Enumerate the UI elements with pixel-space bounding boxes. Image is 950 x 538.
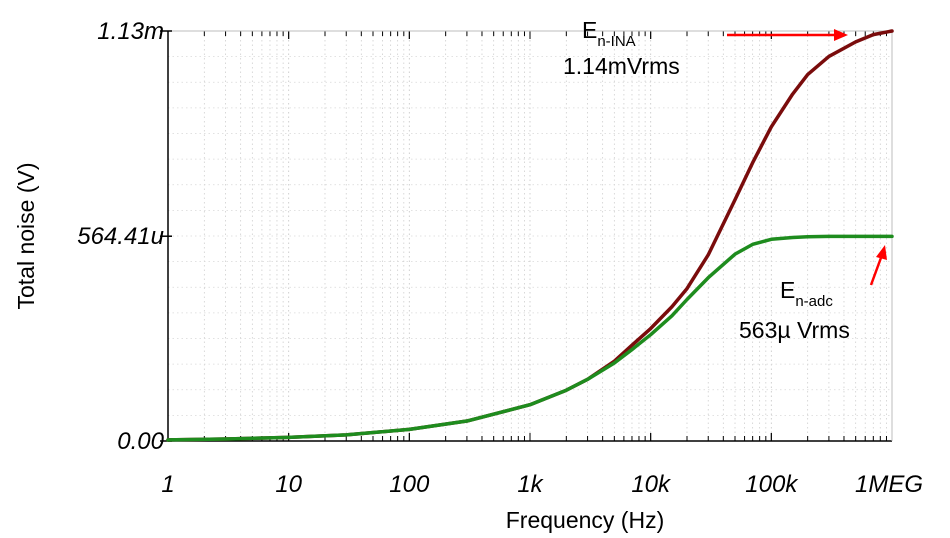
x-tick-label: 10 bbox=[275, 471, 302, 498]
x-axis-title: Frequency (Hz) bbox=[506, 507, 664, 533]
axes bbox=[160, 30, 893, 442]
x-tick-label: 100k bbox=[745, 471, 799, 498]
y-axis-title: Total noise (V) bbox=[13, 162, 39, 309]
annotation-ina-label: En-INA bbox=[582, 17, 636, 50]
annotation-ina: En-INA 1.14mVrms bbox=[563, 17, 848, 79]
annotation-ina-arrowhead bbox=[834, 29, 848, 41]
x-tick-label: 1 bbox=[161, 471, 174, 498]
annotation-ina-value: 1.14mVrms bbox=[563, 53, 680, 79]
x-tick-label: 100 bbox=[389, 471, 430, 498]
annotation-adc-label: En-adc bbox=[780, 277, 833, 310]
tick-labels: 0.00 564.41u 1.13m 1 10 100 1k 10k 100k 1MEG bbox=[77, 18, 923, 498]
annotation-adc: En-adc 563µ Vrms bbox=[739, 245, 887, 343]
y-tick-label: 564.41u bbox=[77, 223, 164, 250]
annotation-adc-arrow bbox=[869, 254, 884, 286]
y-tick-label: 0.00 bbox=[117, 428, 164, 455]
x-tick-label: 1MEG bbox=[855, 471, 923, 498]
x-tick-label: 1k bbox=[517, 471, 544, 498]
annotation-adc-arrowhead bbox=[876, 245, 887, 260]
x-tick-label: 10k bbox=[631, 471, 672, 498]
grid bbox=[167, 30, 893, 442]
series-line-1 bbox=[166, 234, 894, 442]
y-tick-label: 1.13m bbox=[97, 18, 164, 45]
series-layer bbox=[166, 29, 894, 442]
annotation-adc-value: 563µ Vrms bbox=[739, 317, 850, 343]
